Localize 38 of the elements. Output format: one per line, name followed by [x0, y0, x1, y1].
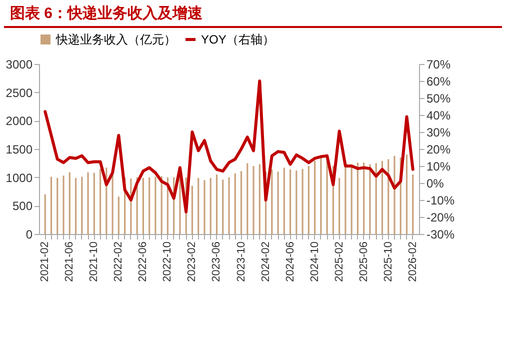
x-tick-label: 2022-06	[137, 242, 150, 282]
y-tick-label: 2500	[6, 86, 33, 100]
y-tick-label: 3000	[6, 58, 33, 72]
y2-tick-label: 70%	[426, 58, 451, 72]
line-series	[44, 80, 414, 214]
y-tick-label: 1500	[6, 142, 33, 156]
chart-title: 图表 6：快递业务收入及增速	[4, 0, 502, 28]
x-tick-label: 2025-02	[333, 242, 346, 282]
y2-tick-label: -10%	[426, 194, 455, 208]
y2-tick-label: 40%	[426, 108, 451, 122]
legend-label: 快递业务收入（亿元）	[55, 32, 176, 46]
y-tick-label: 1000	[6, 170, 33, 185]
x-tick-label: 2024-06	[284, 242, 296, 282]
y2-tick-label: 30%	[426, 126, 451, 140]
x-tick-label: 2025-06	[358, 242, 370, 282]
x-tick-label: 2021-10	[88, 242, 100, 282]
x-tick-label: 2023-10	[235, 242, 248, 282]
x-tick-label: 2021-02	[39, 242, 52, 282]
x-tick-label: 2026-02	[406, 242, 419, 282]
y2-tick-label: 50%	[426, 92, 451, 106]
x-tick-label: 2023-02	[186, 242, 198, 282]
y-tick-label: 500	[12, 199, 33, 214]
x-tick-label: 2023-06	[210, 242, 223, 282]
x-tick-label: 2025-10	[382, 242, 394, 282]
y2-tick-label: 20%	[426, 142, 451, 156]
x-tick-label: 2021-06	[64, 242, 76, 282]
x-tick-label: 2024-02	[260, 242, 272, 282]
y-tick-label: 0	[26, 228, 33, 242]
y2-tick-label: -30%	[426, 228, 455, 242]
y2-tick-label: 0%	[426, 176, 444, 190]
y-tick-label: 2000	[6, 114, 33, 128]
x-tick-label: 2022-10	[162, 242, 174, 282]
y2-tick-label: -20%	[426, 210, 455, 224]
y2-tick-label: 60%	[426, 74, 451, 88]
y2-tick-label: 10%	[426, 160, 451, 174]
legend-label: YOY（右轴）	[201, 32, 274, 46]
x-tick-label: 2024-10	[308, 242, 321, 282]
x-tick-label: 2022-02	[112, 242, 125, 282]
